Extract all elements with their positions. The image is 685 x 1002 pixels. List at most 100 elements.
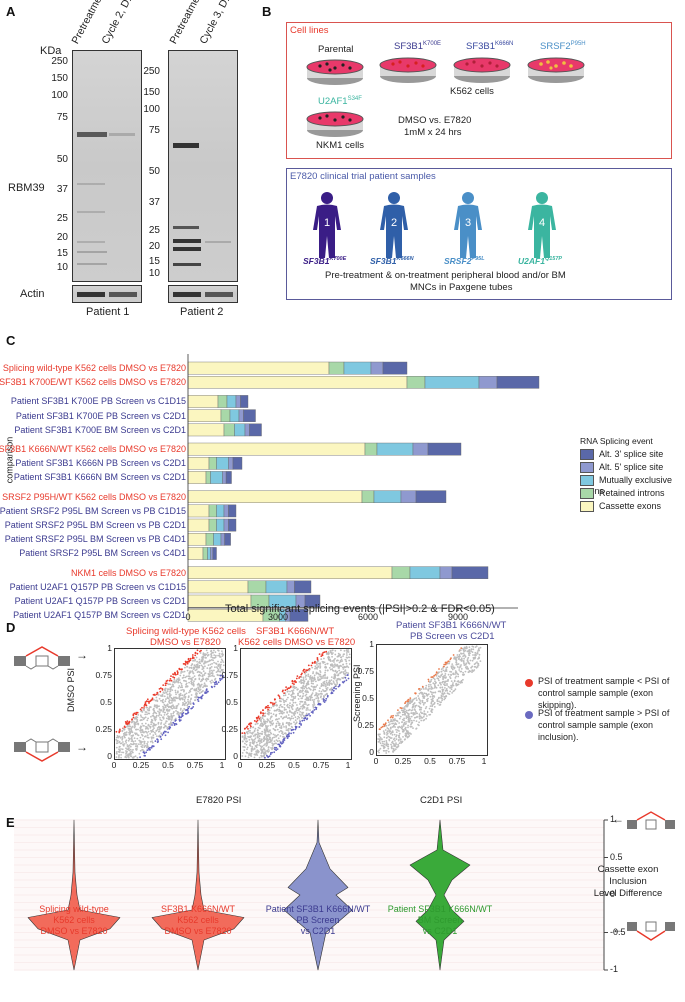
scatter-point [207, 675, 210, 678]
scatter-point [266, 726, 268, 729]
scatter-point [180, 716, 182, 719]
scatter-point [468, 646, 471, 649]
scatter-point [130, 721, 133, 724]
scatter-point [333, 659, 335, 661]
scatter-point [147, 741, 149, 743]
scatter-point [425, 687, 427, 689]
scatter-point [431, 693, 433, 696]
scatter-point [254, 737, 257, 740]
scatter-point [266, 710, 269, 713]
scatter-point [274, 748, 276, 751]
scatter-point [292, 689, 295, 691]
scatter-point [140, 731, 142, 734]
scatter-point [471, 659, 474, 662]
scatter-point [312, 672, 314, 675]
scatter-point [301, 707, 304, 710]
scatter-point [294, 712, 296, 715]
scatter-point [292, 701, 295, 704]
scatter-point [150, 746, 153, 749]
scatter-point [294, 701, 297, 704]
scatter-point [315, 671, 318, 674]
arrow-icon: → [76, 648, 88, 662]
scatter-point [144, 713, 147, 716]
scatter-point [157, 714, 160, 717]
scatter-point [440, 683, 442, 686]
x-tick-label: 0.75 [312, 760, 330, 770]
scatter-point [387, 721, 390, 724]
srsf2-label: SRSF2P95H [540, 41, 586, 53]
scatter-point [127, 727, 130, 730]
scatter-point [155, 696, 158, 699]
scatter-point [170, 714, 173, 717]
scatter-point [144, 754, 146, 757]
scatter-point [432, 691, 435, 694]
x-tick-label: 0.5 [288, 760, 300, 770]
scatter-point [418, 717, 421, 720]
bar-segment [210, 471, 223, 484]
scatter-point [179, 719, 182, 721]
scatter-point [136, 737, 139, 740]
bar-segment [409, 566, 441, 580]
scatter-point [445, 695, 448, 698]
scatter-point [175, 723, 178, 726]
scatter-point [271, 738, 274, 740]
scatter-point [479, 660, 482, 662]
scatter-point [419, 700, 422, 702]
bar-segment [187, 423, 225, 437]
e7820-psi-label: E7820 PSI [196, 795, 242, 806]
bar-segment [187, 532, 207, 546]
legend-item: Alt. 5' splice site [580, 462, 663, 474]
bar-segment [187, 376, 408, 389]
violin-ylabel-3: Level Difference [593, 888, 663, 899]
scatter-point [133, 722, 136, 724]
scatter-point [383, 743, 386, 746]
bar-segment [289, 609, 309, 622]
scatter-point [195, 656, 198, 659]
scatter-point [337, 685, 340, 688]
scatter-point [274, 729, 277, 732]
scatter-point [258, 756, 261, 759]
scatter-point [452, 665, 454, 667]
scatter-point [248, 753, 250, 755]
scatter-point [213, 661, 215, 664]
scatter-point [339, 653, 341, 656]
scatter-point [243, 728, 246, 730]
scatter-point [168, 709, 171, 711]
scatter-point [154, 719, 157, 722]
scatter-point [435, 686, 438, 689]
scatter-point [446, 689, 449, 692]
scatter-point [328, 688, 331, 691]
scatter-point [285, 725, 287, 728]
scatter-point [328, 684, 331, 687]
scatter-point [130, 740, 133, 742]
scatter-point [298, 708, 300, 711]
scatter-point [285, 698, 288, 701]
scatter-point [140, 716, 143, 718]
scatter-point [286, 737, 289, 739]
scatter-point [394, 726, 396, 728]
scatter-point [457, 675, 460, 678]
scatter-point [317, 700, 319, 702]
scatter-point [241, 740, 244, 743]
scatter-point [426, 715, 428, 717]
scatter-point [379, 742, 382, 745]
scatter-point [312, 682, 314, 685]
y-tick-label: -1 [610, 964, 619, 974]
scatter-point [200, 659, 203, 662]
scatter-point [180, 707, 182, 710]
scatter-point [146, 749, 149, 751]
scatter-point [327, 652, 329, 655]
scatter-point [257, 750, 260, 753]
scatter-point [134, 725, 136, 728]
bar-segment [220, 409, 231, 422]
scatter-point [192, 659, 195, 662]
violin-group-label: K562 cells [53, 915, 95, 925]
scatter-point [432, 697, 434, 700]
bar-segment [229, 409, 240, 422]
patient2-label: Patient 2 [180, 306, 224, 318]
y-tick-label: -0.5 [610, 926, 626, 937]
scatter-point [161, 693, 164, 696]
scatter-point [324, 677, 327, 679]
scatter-point [459, 670, 462, 673]
scatter-point [200, 683, 203, 686]
